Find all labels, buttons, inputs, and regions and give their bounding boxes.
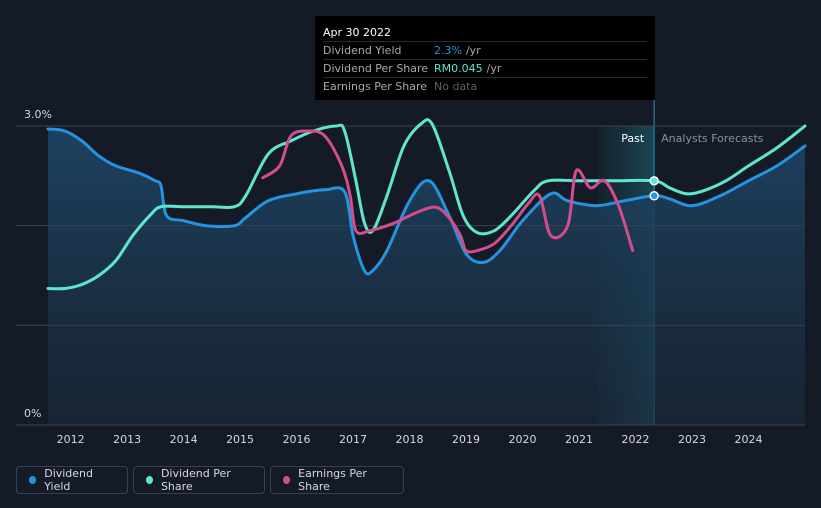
legend-item-earnings-per-share[interactable]: Earnings Per Share xyxy=(270,466,404,494)
tooltip-label: Dividend Per Share xyxy=(323,62,429,75)
tooltip: Apr 30 2022 Dividend Yield 2.3% /yr Divi… xyxy=(315,16,655,100)
y-tick-label: 0% xyxy=(24,407,41,420)
x-tick-label: 2015 xyxy=(226,433,254,446)
dot-icon xyxy=(283,476,291,484)
legend-label: Dividend Yield xyxy=(44,467,94,493)
x-tick-label: 2022 xyxy=(622,433,650,446)
dividend-per-share-marker xyxy=(649,176,659,186)
legend-item-dividend-per-share[interactable]: Dividend Per Share xyxy=(133,466,265,494)
x-tick-label: 2013 xyxy=(113,433,141,446)
tooltip-row-earnings-per-share: Earnings Per Share No data xyxy=(323,77,647,95)
x-tick-label: 2019 xyxy=(452,433,480,446)
tooltip-label: Earnings Per Share xyxy=(323,80,428,93)
x-tick-label: 2023 xyxy=(678,433,706,446)
x-tick-label: 2014 xyxy=(170,433,198,446)
dividend-per-share-line xyxy=(46,118,807,291)
tooltip-unit: /yr xyxy=(465,44,481,57)
y-tick-label: 3.0% xyxy=(24,108,52,121)
dot-icon xyxy=(29,476,37,484)
tooltip-date: Apr 30 2022 xyxy=(323,26,392,39)
tooltip-unit: /yr xyxy=(486,62,502,75)
dividend-yield-area xyxy=(48,129,805,425)
tooltip-value: No data xyxy=(434,80,478,93)
x-tick-label: 2017 xyxy=(339,433,367,446)
forecast-label: Analysts Forecasts xyxy=(661,132,764,145)
x-tick-label: 2021 xyxy=(565,433,593,446)
x-tick-label: 2020 xyxy=(509,433,537,446)
dividend-yield-line xyxy=(46,127,807,276)
legend-label: Dividend Per Share xyxy=(160,467,231,493)
x-tick-label: 2016 xyxy=(283,433,311,446)
tooltip-value: 2.3% xyxy=(434,44,462,57)
dividend-yield-marker xyxy=(649,191,659,201)
tooltip-row-dividend-yield: Dividend Yield 2.3% /yr xyxy=(323,41,647,59)
legend-label: Earnings Per Share xyxy=(298,467,367,493)
x-tick-label: 2012 xyxy=(57,433,85,446)
x-tick-label: 2018 xyxy=(396,433,424,446)
dot-icon xyxy=(146,476,153,484)
x-tick-label: 2024 xyxy=(735,433,763,446)
earnings-per-share-line xyxy=(261,129,635,254)
tooltip-row-dividend-per-share: Dividend Per Share RM0.045 /yr xyxy=(323,59,647,77)
tooltip-label: Dividend Yield xyxy=(323,44,402,57)
legend-item-dividend-yield[interactable]: Dividend Yield xyxy=(16,466,128,494)
past-label: Past xyxy=(621,132,645,145)
tooltip-value: RM0.045 xyxy=(434,62,483,75)
